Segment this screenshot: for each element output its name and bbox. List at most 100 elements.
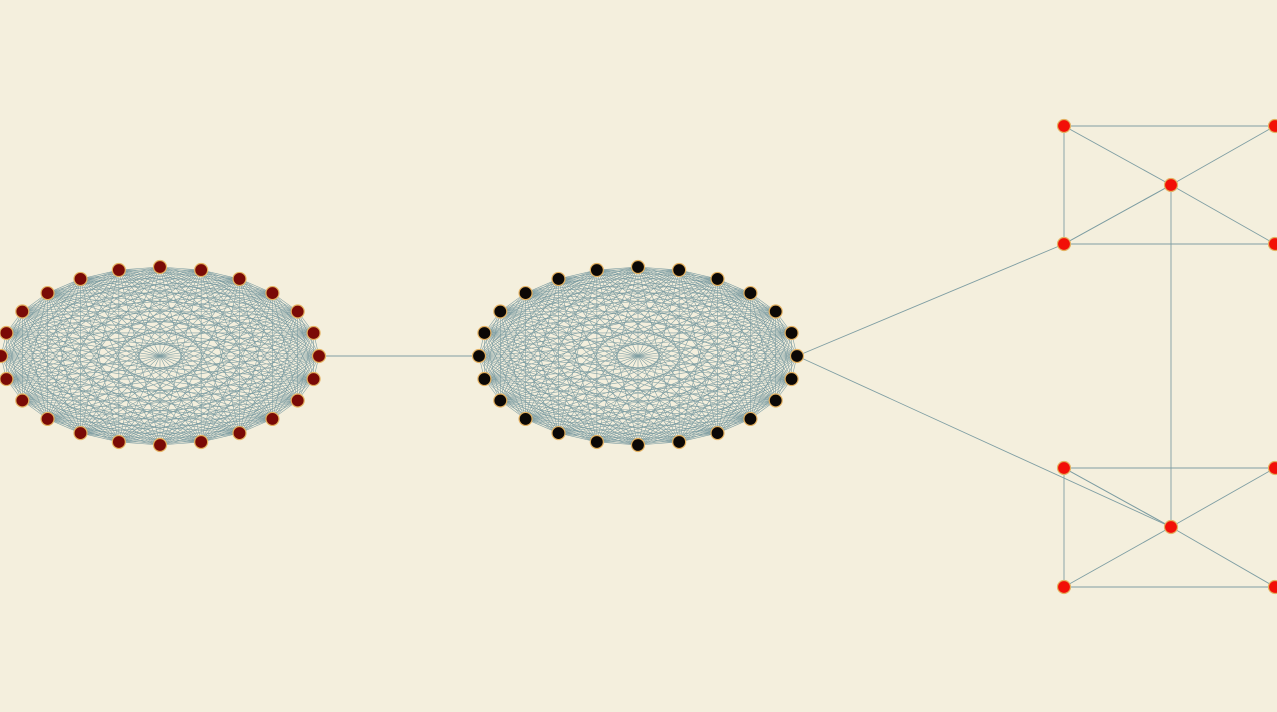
bridge-edge [1063, 184, 1172, 245]
cluster-a-edge [118, 269, 273, 420]
star-top-leaf-node [1267, 236, 1277, 252]
star-top-leaf-node [1056, 118, 1072, 134]
cluster-a-edge [22, 378, 314, 401]
cluster-b-node [743, 411, 758, 427]
cluster-a-node [152, 437, 168, 453]
cluster-a-edge [118, 269, 240, 280]
cluster-b-node [493, 393, 508, 408]
cluster-b-node [477, 325, 492, 341]
cluster-b-edge [500, 311, 526, 420]
cluster-b-edge [500, 269, 598, 401]
cluster-a-edge [47, 292, 202, 443]
cluster-b-edge [484, 355, 798, 380]
cluster-b-edge [558, 278, 598, 443]
cluster-a-node [15, 304, 30, 319]
cluster-b-edge [484, 332, 751, 420]
cluster-a-edge [118, 269, 314, 334]
cluster-a-edge [80, 278, 298, 312]
cluster-b-edge [678, 269, 718, 434]
cluster-a-node [232, 425, 247, 441]
cluster-b-edge [500, 311, 751, 420]
cluster-a-edge [6, 332, 298, 401]
cluster-b-edge [558, 269, 680, 280]
cluster-a-node [265, 285, 280, 301]
cluster-a-edge [22, 269, 202, 312]
cluster-a-edge [0, 292, 48, 357]
cluster-a-edge [6, 292, 48, 380]
cluster-b-edge [478, 355, 526, 420]
cluster-a-edge [22, 269, 120, 401]
cluster-a-edge [22, 311, 320, 357]
cluster-a-edge [272, 292, 298, 401]
cluster-b-edge [558, 278, 639, 446]
cluster-b-edge [500, 311, 639, 446]
cluster-b-edge [596, 269, 639, 446]
cluster-a-edge [47, 266, 161, 294]
cluster-b-edge [525, 292, 680, 443]
cluster-a-edge [22, 292, 48, 401]
cluster-a-edge [159, 418, 273, 446]
cluster-a-edge [6, 332, 23, 401]
cluster-a-edge [239, 332, 314, 434]
cluster-b-edge [596, 266, 639, 443]
cluster-b-edge [637, 266, 680, 443]
cluster-a-edge [22, 400, 202, 443]
cluster-a-node [40, 285, 55, 301]
cluster-a-edge [239, 378, 314, 434]
cluster-a-edge [47, 269, 120, 420]
cluster-b-edge [500, 311, 792, 380]
cluster-b-edge [500, 400, 680, 443]
cluster-a-edge [0, 278, 81, 357]
cluster-b-edge [478, 269, 598, 357]
cluster-b-edge [478, 355, 751, 420]
cluster-a-edge [159, 269, 202, 446]
cluster-b-edge [558, 278, 776, 312]
cluster-b-edge [596, 269, 776, 312]
cluster-a-edge [80, 278, 298, 401]
cluster-b-edge [750, 311, 776, 420]
cluster-b-edge [500, 378, 792, 401]
cluster-b-node [710, 425, 725, 441]
cluster-b-node [589, 262, 604, 278]
cluster-b-edge [484, 332, 501, 401]
cluster-b-edge [484, 332, 718, 434]
cluster-b-edge [525, 418, 718, 434]
cluster-b-edge [500, 269, 680, 312]
cluster-a-edge [118, 269, 314, 380]
cluster-b-edge [678, 355, 798, 443]
cluster-a-edge [200, 400, 298, 443]
cluster-b-edge [596, 269, 718, 280]
cluster-a-edge [0, 355, 120, 443]
cluster-a-edge [239, 278, 314, 334]
cluster-a-node [73, 425, 88, 441]
cluster-b-edge [525, 278, 718, 294]
cluster-a-edge [118, 269, 320, 357]
cluster-a-edge [22, 311, 314, 380]
cluster-a-edge [6, 311, 298, 380]
cluster-a-edge [22, 311, 81, 434]
cluster-a-edge [22, 311, 273, 420]
bridge-edge [1063, 467, 1172, 528]
cluster-a-node [265, 411, 280, 427]
cluster-a-edge [47, 292, 320, 357]
cluster-a-edge [47, 292, 240, 434]
cluster-b-edge [596, 400, 776, 443]
cluster-b-edge [525, 311, 776, 420]
cluster-b-edge [637, 266, 792, 334]
star-bottom-leaf-node [1267, 579, 1277, 595]
cluster-b-edge [525, 292, 598, 443]
cluster-a-edge [47, 278, 240, 294]
cluster-b-edge [484, 292, 526, 380]
cluster-a-edge [22, 311, 48, 420]
cluster-a-edge [0, 355, 240, 434]
cluster-b-edge [484, 269, 598, 380]
cluster-a-node [73, 271, 88, 287]
cluster-b-edge [637, 378, 792, 446]
cluster-b-edge [558, 269, 598, 434]
cluster-a-edge [80, 432, 202, 443]
cluster-a-edge [6, 278, 81, 334]
cluster-a-edge [6, 266, 161, 334]
cluster-a-edge [80, 269, 202, 434]
cluster-a-edge [80, 278, 273, 420]
cluster-b-edge [678, 269, 776, 312]
